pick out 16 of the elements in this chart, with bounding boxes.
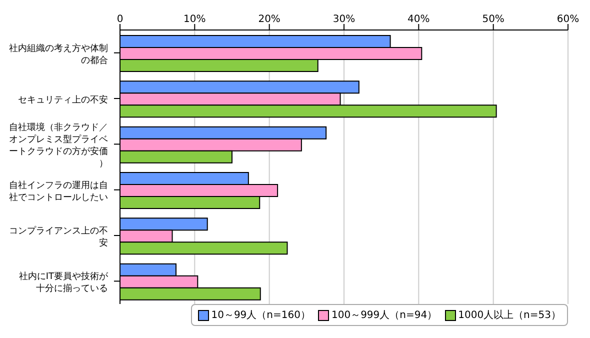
legend-label: 1000人以上（n=53）: [457, 308, 561, 322]
y-tick-label: 社内組織の考え方や体制の都合: [9, 42, 108, 66]
x-tick-label: 10%: [184, 14, 206, 25]
legend-label: 100～999人（n=94）: [330, 309, 438, 322]
y-tick-label: セキュリティ上の不安: [18, 94, 108, 106]
y-tick-label: コンプライアンス上の不安: [9, 226, 108, 248]
x-tick-label: 30%: [332, 14, 356, 25]
y-tick-label: 自社インフラの運用は自社でコントロールしたい: [9, 180, 108, 203]
x-tick-label: 20%: [258, 14, 280, 25]
x-tick-label: 60%: [556, 14, 580, 25]
y-tick-label: 社内にIT要員や技術が十分に揃っている: [18, 271, 109, 294]
legend-label: 10～99人（n=160）: [210, 309, 310, 322]
x-tick-label: 0: [116, 14, 124, 25]
y-tick-label: 自社環境（非クラウド／オンプレミス型プライベートクラウドの方が安価）: [9, 122, 108, 170]
x-tick-label: 50%: [482, 14, 504, 25]
x-tick-label: 40%: [408, 14, 430, 25]
